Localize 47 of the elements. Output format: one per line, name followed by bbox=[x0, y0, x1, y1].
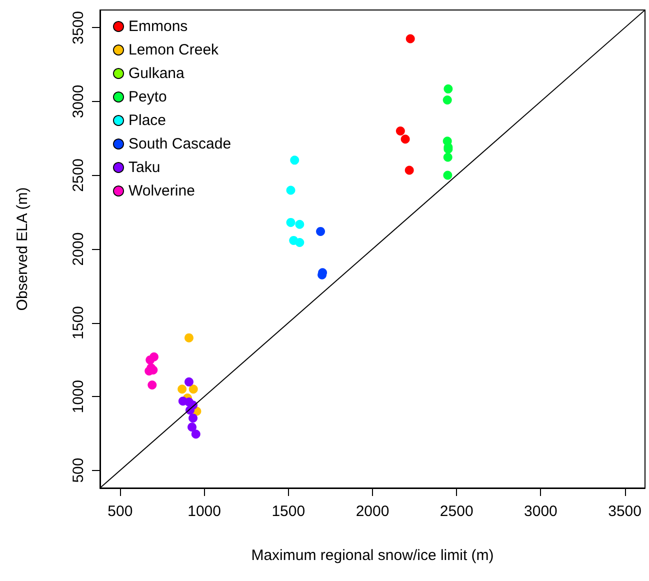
x-tick-label: 2500 bbox=[440, 503, 474, 520]
y-tick-label: 1000 bbox=[70, 380, 87, 414]
point bbox=[443, 170, 452, 180]
point bbox=[191, 430, 200, 439]
x-tick-label: 1500 bbox=[272, 503, 306, 520]
point bbox=[188, 384, 198, 394]
x-tick-label: 500 bbox=[108, 503, 133, 520]
legend-label: Lemon Creek bbox=[128, 42, 220, 58]
y-axis-title: Observed ELA (m) bbox=[14, 187, 31, 311]
point bbox=[178, 384, 187, 394]
point bbox=[400, 134, 410, 144]
point bbox=[286, 186, 296, 195]
point bbox=[404, 166, 414, 175]
point bbox=[188, 414, 198, 423]
point bbox=[188, 422, 197, 432]
legend-label: Peyto bbox=[128, 88, 167, 106]
legend-label: Taku bbox=[128, 159, 160, 176]
point bbox=[148, 380, 157, 390]
x-tick-label: 1000 bbox=[188, 503, 221, 520]
legend-label: Emmons bbox=[128, 18, 188, 35]
point bbox=[184, 333, 194, 342]
x-tick-label: 2000 bbox=[356, 503, 390, 520]
point bbox=[406, 34, 415, 44]
y-tick-label: 2500 bbox=[70, 158, 87, 192]
y-tick-label: 3500 bbox=[70, 11, 87, 44]
point bbox=[295, 220, 304, 229]
legend-label: Wolverine bbox=[128, 182, 195, 200]
x-axis-title: Maximum regional snow/ice limit (m) bbox=[251, 547, 494, 564]
point bbox=[316, 226, 326, 236]
y-tick-label: 3000 bbox=[70, 84, 87, 118]
y-tick-label: 1500 bbox=[70, 306, 87, 340]
point bbox=[295, 238, 304, 248]
x-tick-label: 3500 bbox=[608, 503, 642, 520]
y-tick-label: 500 bbox=[70, 458, 87, 483]
point bbox=[184, 377, 194, 386]
point bbox=[396, 126, 405, 136]
point bbox=[286, 218, 296, 227]
point bbox=[443, 152, 452, 162]
point bbox=[146, 355, 155, 364]
legend-label: Place bbox=[128, 112, 166, 129]
legend-label: South Cascade bbox=[128, 136, 232, 152]
point bbox=[442, 95, 452, 104]
point bbox=[444, 84, 453, 94]
point bbox=[290, 156, 300, 165]
y-tick-label: 2000 bbox=[70, 232, 87, 266]
legend-label: Gulkana bbox=[128, 65, 186, 82]
x-tick-label: 3000 bbox=[524, 503, 558, 520]
